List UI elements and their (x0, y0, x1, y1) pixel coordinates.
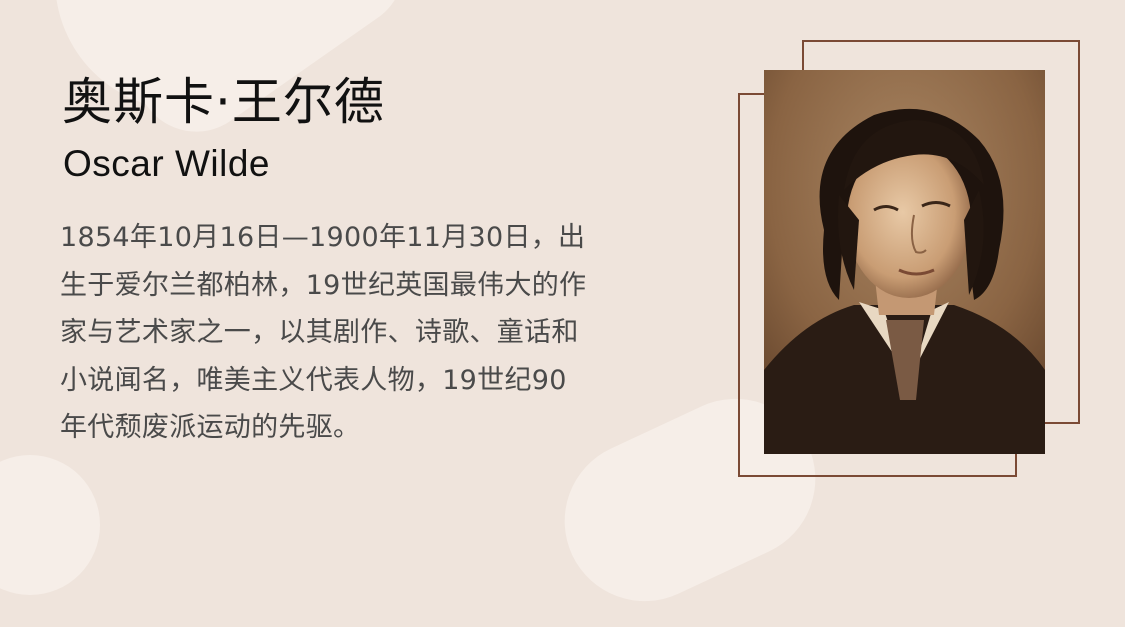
page-title-english: Oscar Wilde (63, 143, 270, 184)
biography-line: 小说闻名，唯美主义代表人物，19世纪90 (60, 364, 567, 396)
portrait-illustration (764, 70, 1045, 454)
background-shape (0, 455, 100, 595)
biography-line: 1854年10月16日—1900年11月30日，出 (60, 222, 586, 253)
biography-text: 1854年10月16日—1900年11月30日，出 生于爱尔兰都柏林，19世纪英… (60, 214, 700, 452)
biography-line: 年代颓废派运动的先驱。 (60, 412, 361, 443)
biography-line: 家与艺术家之一，以其剧作、诗歌、童话和 (60, 317, 579, 348)
biography-line: 生于爱尔兰都柏林，19世纪英国最伟大的作 (60, 269, 587, 301)
portrait-photo (764, 70, 1045, 454)
page-title-chinese: 奥斯卡·王尔德 (62, 73, 385, 131)
